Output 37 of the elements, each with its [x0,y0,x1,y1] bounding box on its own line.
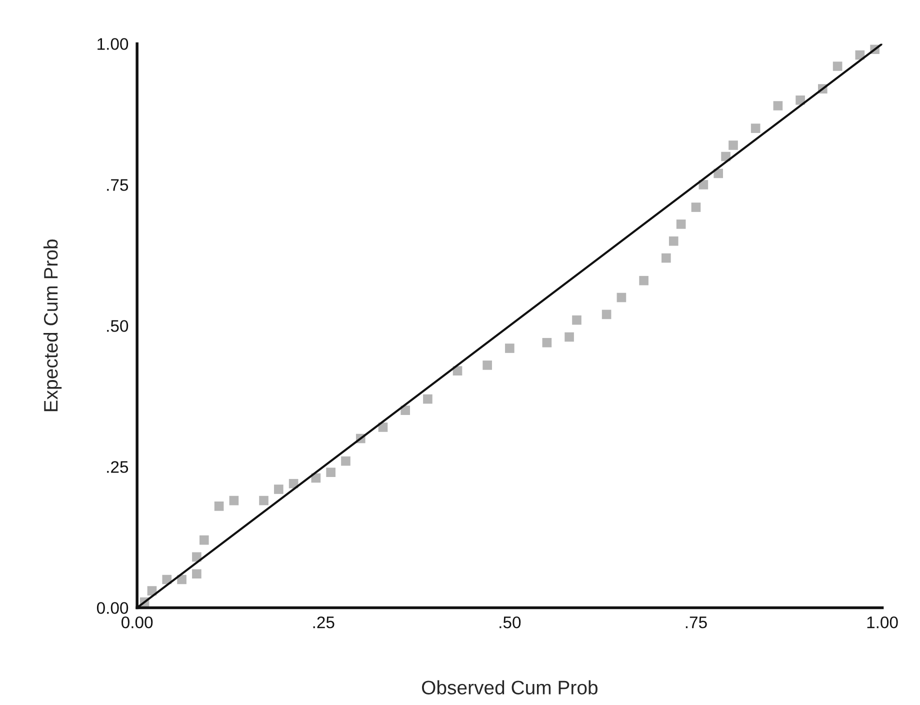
point [750,124,760,133]
y-axis-title: Expected Cum Prob [43,240,62,412]
y-tick-label: 0.00 [96,602,128,614]
point [728,140,738,150]
point [326,468,336,478]
x-axis-title: Observed Cum Prob [422,680,598,694]
point [662,253,671,263]
y-tick-label: .25 [107,461,128,473]
point [259,496,268,506]
point [423,394,432,404]
point [639,276,648,286]
x-tick-label: 0.00 [122,616,153,628]
x-tick-label: 1.00 [867,616,898,628]
point [773,101,783,110]
point [676,220,686,229]
point [274,484,284,494]
point [602,310,612,320]
x-tick-label: .50 [500,616,521,628]
y-tick-label: .75 [107,179,128,191]
y-tick-label: 1.00 [98,38,128,50]
point [616,292,626,302]
x-tick-label: .25 [313,616,334,628]
point [229,496,239,506]
point [341,456,350,466]
y-tick-label: .50 [107,320,128,332]
point [832,62,842,71]
point [668,236,678,246]
point [214,502,224,511]
point [482,360,492,370]
point [572,315,582,325]
point [199,535,209,545]
point [192,569,202,579]
point [505,344,514,353]
x-tick-label: .75 [686,616,707,628]
point [691,202,701,212]
point [564,332,574,342]
point [542,338,552,348]
